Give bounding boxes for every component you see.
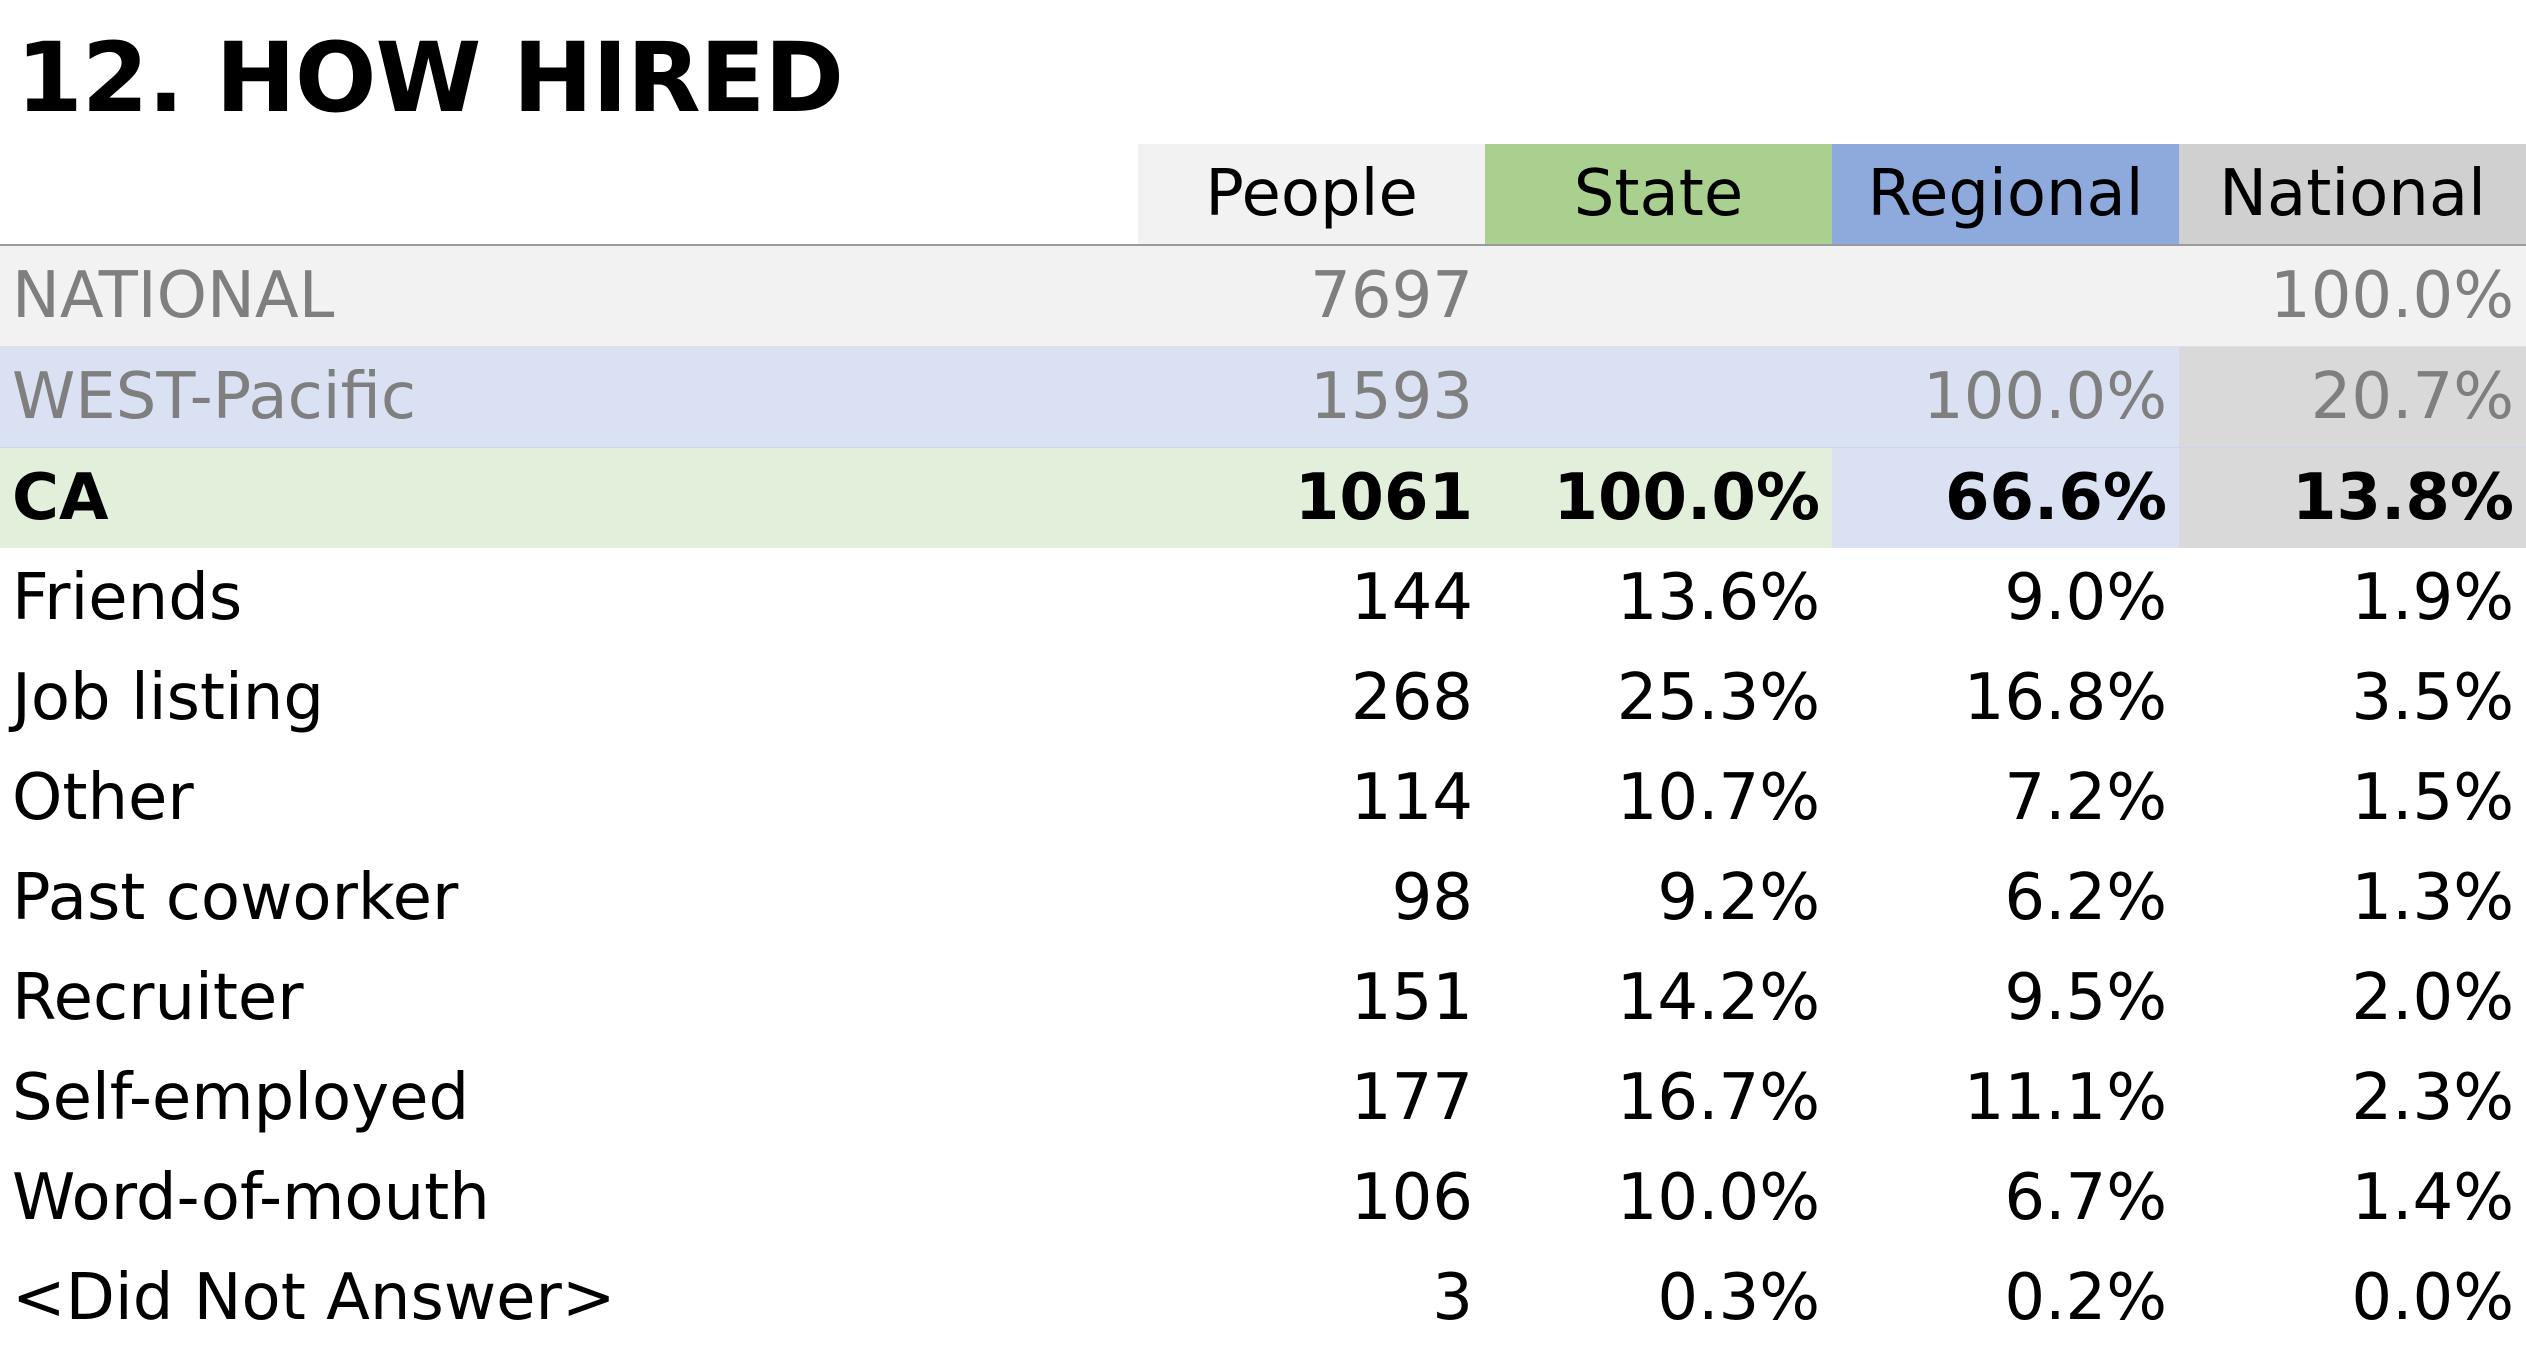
- row-label: Past coworker: [12, 861, 459, 935]
- state-cell: [1485, 245, 1832, 347]
- row-label: CA: [0, 447, 1138, 548]
- regional-cell: [1832, 245, 2179, 347]
- table-row: Word-of-mouth 106 10.0% 6.7% 1.4%: [0, 1148, 2526, 1248]
- row-label: WEST-Pacific: [0, 346, 1138, 448]
- row-label: <Did Not Answer>: [12, 1261, 616, 1335]
- regional-cell: 6.2%: [2004, 861, 2167, 935]
- regional-cell: 9.0%: [2004, 561, 2167, 635]
- column-header-people: People: [1138, 144, 1485, 246]
- state-cell: 10.0%: [1616, 1161, 1820, 1235]
- row-label: Recruiter: [12, 961, 304, 1035]
- national-cell: 13.8%: [2179, 447, 2526, 548]
- column-header-national: National: [2179, 144, 2526, 246]
- table-row: Recruiter 151 14.2% 9.5% 2.0%: [0, 948, 2526, 1048]
- people-cell: 1593: [1138, 346, 1485, 448]
- people-cell: 3: [1432, 1261, 1473, 1335]
- table-row: Self-employed 177 16.7% 11.1% 2.3%: [0, 1048, 2526, 1148]
- state-cell: 25.3%: [1616, 661, 1820, 735]
- table-title: 12. HOW HIRED: [16, 22, 844, 134]
- national-cell: 1.9%: [2351, 561, 2514, 635]
- national-cell: 100.0%: [2179, 245, 2526, 347]
- people-cell: 144: [1350, 561, 1473, 635]
- state-cell: 13.6%: [1616, 561, 1820, 635]
- national-cell: 20.7%: [2179, 346, 2526, 448]
- state-cell: 14.2%: [1616, 961, 1820, 1035]
- row-label: Job listing: [12, 661, 324, 735]
- header-row: People State Regional National: [0, 144, 2526, 246]
- state-cell: 16.7%: [1616, 1061, 1820, 1135]
- national-cell: 1.5%: [2351, 761, 2514, 835]
- people-cell: 106: [1350, 1161, 1473, 1235]
- people-cell: 268: [1350, 661, 1473, 735]
- row-label: Word-of-mouth: [12, 1161, 490, 1235]
- national-cell: 1.3%: [2351, 861, 2514, 935]
- table-row: <Did Not Answer> 3 0.3% 0.2% 0.0%: [0, 1248, 2526, 1348]
- people-cell: 98: [1391, 861, 1473, 935]
- national-cell: 3.5%: [2351, 661, 2514, 735]
- regional-cell: 0.2%: [2004, 1261, 2167, 1335]
- state-cell: 0.3%: [1657, 1261, 1820, 1335]
- national-summary-row: NATIONAL 7697 100.0%: [0, 245, 2526, 347]
- people-cell: 1061: [1138, 447, 1485, 548]
- people-cell: 114: [1350, 761, 1473, 835]
- regional-cell: 11.1%: [1963, 1061, 2167, 1135]
- row-label: Friends: [12, 561, 243, 635]
- state-cell: 10.7%: [1616, 761, 1820, 835]
- regional-cell: 9.5%: [2004, 961, 2167, 1035]
- table-row: Friends 144 13.6% 9.0% 1.9%: [0, 548, 2526, 648]
- national-cell: 2.3%: [2351, 1061, 2514, 1135]
- column-header-regional: Regional: [1832, 144, 2179, 246]
- state-cell: [1485, 346, 1832, 448]
- table-row: Job listing 268 25.3% 16.8% 3.5%: [0, 648, 2526, 748]
- people-cell: 151: [1350, 961, 1473, 1035]
- regional-cell: 16.8%: [1963, 661, 2167, 735]
- how-hired-table: People State Regional National NATIONAL …: [0, 144, 2526, 1348]
- regional-cell: 7.2%: [2004, 761, 2167, 835]
- people-cell: 7697: [1138, 245, 1485, 347]
- state-summary-row: CA 1061 100.0% 66.6% 13.8%: [0, 447, 2526, 548]
- table-row: Past coworker 98 9.2% 6.2% 1.3%: [0, 848, 2526, 948]
- row-label: Self-employed: [12, 1061, 470, 1135]
- people-cell: 177: [1350, 1061, 1473, 1135]
- regional-cell: 66.6%: [1832, 447, 2179, 548]
- row-label: Other: [12, 761, 194, 835]
- regional-cell: 6.7%: [2004, 1161, 2167, 1235]
- state-cell: 100.0%: [1485, 447, 1832, 548]
- table-row: Other 114 10.7% 7.2% 1.5%: [0, 748, 2526, 848]
- state-cell: 9.2%: [1657, 861, 1820, 935]
- row-label: NATIONAL: [0, 245, 1138, 347]
- header-blank: [0, 144, 1138, 246]
- national-cell: 1.4%: [2351, 1161, 2514, 1235]
- national-cell: 2.0%: [2351, 961, 2514, 1035]
- national-cell: 0.0%: [2351, 1261, 2514, 1335]
- regional-cell: 100.0%: [1832, 346, 2179, 448]
- region-summary-row: WEST-Pacific 1593 100.0% 20.7%: [0, 346, 2526, 448]
- column-header-state: State: [1485, 144, 1832, 246]
